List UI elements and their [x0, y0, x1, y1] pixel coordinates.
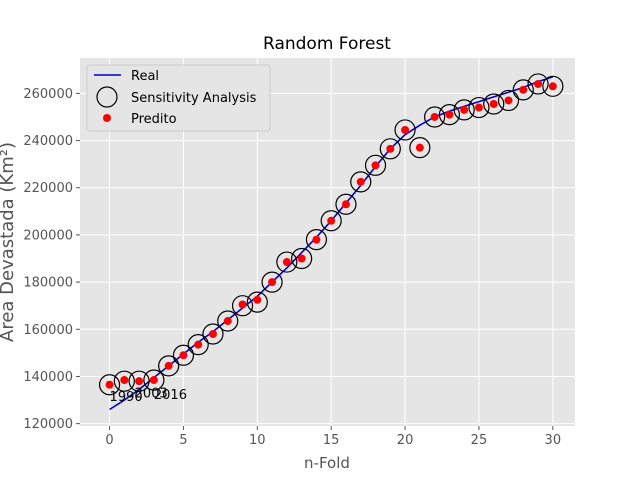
x-tick-label: 5 [179, 433, 187, 448]
predito-point [223, 317, 232, 326]
predito-point [327, 216, 336, 225]
predito-point [105, 380, 114, 389]
predito-point [371, 161, 380, 170]
predito-point [179, 351, 188, 360]
y-tick-label: 260000 [23, 87, 73, 102]
predito-point [519, 85, 528, 94]
predito-point [474, 103, 483, 112]
sensitivity-point [527, 73, 549, 95]
sensitivity-point [335, 193, 357, 215]
x-axis-ticks: 0 5 10 15 20 25 30 [105, 426, 561, 448]
predito-point [194, 340, 203, 349]
predito-point [208, 330, 217, 338]
sensitivity-point [276, 251, 298, 273]
y-tick-label: 120000 [23, 417, 73, 432]
y-tick-label: 160000 [23, 323, 73, 338]
predito-point [415, 143, 424, 152]
x-tick-label: 20 [397, 433, 414, 448]
predito-point [120, 376, 129, 384]
predito-point [268, 278, 277, 287]
sensitivity-point [394, 119, 416, 141]
sensitivity-point [158, 355, 180, 377]
sensitivity-point [497, 89, 520, 112]
predito-point [430, 112, 439, 121]
sensitivity-point [409, 137, 431, 159]
sensitivity-point [202, 323, 224, 345]
predito-point [253, 295, 262, 304]
y-axis-label: Área Devastada (Km²) [0, 142, 18, 342]
x-tick-label: 15 [323, 433, 340, 448]
sensitivity-point [453, 99, 475, 121]
sensitivity-point [438, 104, 461, 126]
y-tick-label: 140000 [23, 370, 73, 385]
sensitivity-point [291, 247, 313, 270]
sensitivity-point [424, 106, 446, 128]
sensitivity-point [379, 138, 401, 160]
predito-point [386, 144, 395, 153]
x-tick-label: 10 [249, 433, 266, 448]
predito-point [460, 105, 469, 114]
sensitivity-point [231, 295, 254, 317]
legend-predito-marker [103, 114, 111, 122]
series-layer [98, 73, 564, 411]
sensitivity-point [542, 75, 564, 97]
legend-sensitivity-label: Sensitivity Analysis [131, 91, 257, 106]
sensitivity-point [217, 310, 239, 332]
x-tick-label: 30 [545, 433, 562, 448]
y-tick-label: 180000 [23, 276, 73, 291]
sensitivity-point [364, 154, 387, 176]
sensitivity-point [187, 334, 209, 356]
predito-point [341, 200, 350, 209]
sensitivity-point [128, 370, 150, 392]
predito-point [445, 110, 454, 119]
x-tick-label: 25 [471, 433, 488, 448]
year-annotation: 1990 [110, 390, 143, 405]
legend-box [86, 64, 271, 132]
predito-point [356, 177, 365, 186]
sensitivity-point [512, 79, 534, 101]
x-axis-label: n-Fold [304, 454, 350, 472]
sensitivity-point [320, 210, 342, 232]
y-tick-label: 240000 [23, 134, 73, 149]
predito-point [238, 300, 247, 309]
predito-point [282, 258, 291, 267]
sensitivity-point [350, 171, 372, 193]
sensitivity-point [261, 271, 283, 293]
predito-point [312, 235, 321, 244]
sensitivity-point [113, 370, 135, 392]
legend-predito-label: Predito [131, 112, 177, 127]
sensitivity-point [483, 93, 505, 115]
sensitivity-point [172, 344, 195, 366]
predito-point [504, 96, 513, 105]
x-tick-label: 0 [105, 433, 113, 448]
year-annotation: 2016 [154, 388, 187, 403]
sensitivity-point [305, 229, 328, 251]
y-tick-label: 220000 [23, 181, 73, 196]
legend: Real Sensitivity Analysis Predito [86, 64, 271, 132]
predito-point [297, 254, 306, 263]
predito-point [149, 376, 158, 384]
predito-point [548, 82, 557, 91]
predito-point [534, 79, 543, 88]
year-annotation: 2003 [135, 387, 168, 402]
chart-title: Random Forest [263, 34, 391, 54]
sensitivity-point [468, 96, 490, 119]
predito-point [489, 100, 498, 108]
predito-point [401, 125, 410, 134]
sensitivity-point [98, 374, 121, 396]
predito-point [135, 377, 144, 386]
sensitivity-point [143, 369, 165, 391]
y-tick-label: 200000 [23, 228, 73, 243]
legend-real-label: Real [131, 69, 159, 84]
legend-sensitivity-marker [96, 86, 118, 108]
predito-point [164, 361, 173, 370]
y-axis-ticks: 120000 140000 160000 180000 200000 220000 2400… [23, 87, 80, 432]
sensitivity-point [246, 291, 268, 313]
